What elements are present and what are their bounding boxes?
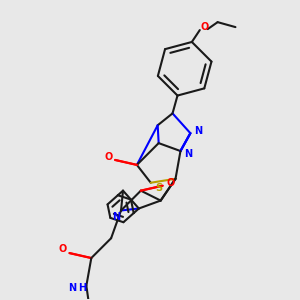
Text: N: N <box>184 149 193 159</box>
Text: N: N <box>194 126 202 136</box>
Text: O: O <box>201 22 209 32</box>
Text: H: H <box>78 283 86 293</box>
Text: O: O <box>167 178 175 188</box>
Text: S: S <box>155 183 162 193</box>
Text: O: O <box>58 244 67 254</box>
Text: N: N <box>112 212 120 222</box>
Text: O: O <box>104 152 112 162</box>
Text: N: N <box>68 283 76 293</box>
